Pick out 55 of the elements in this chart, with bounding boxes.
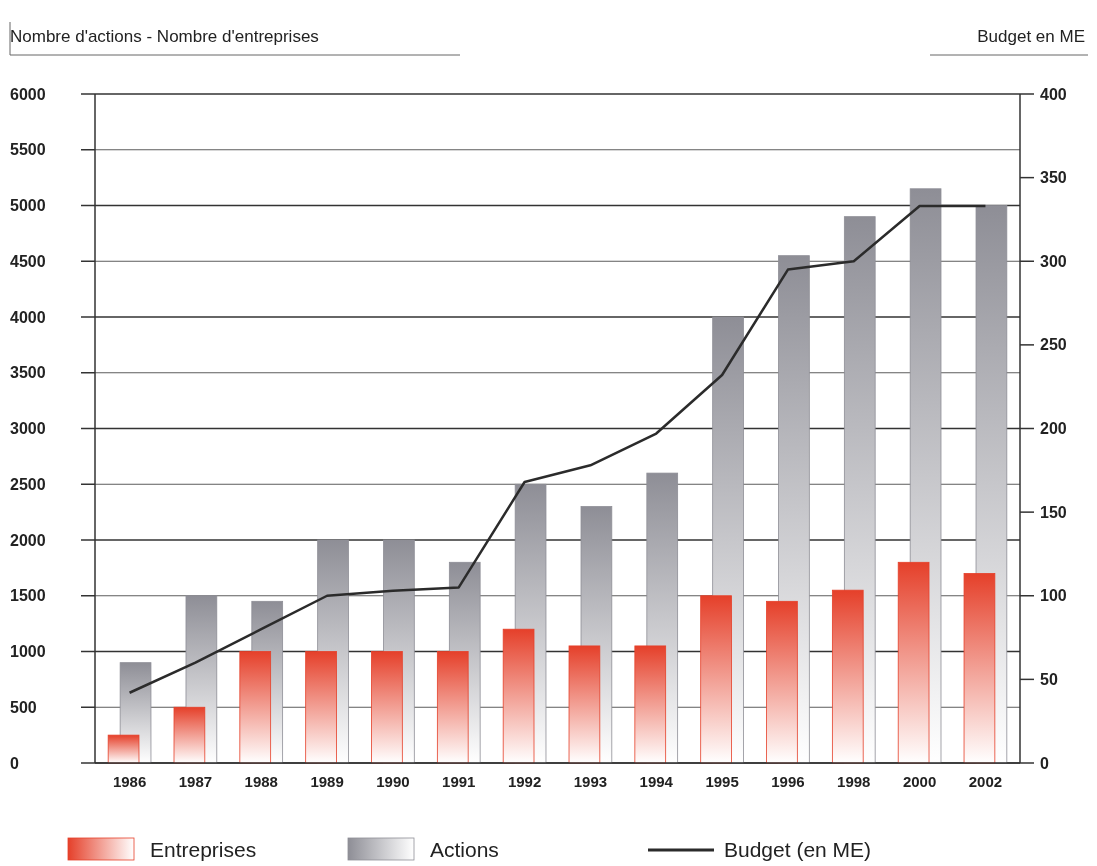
y-tick-label: 4500 [10,252,46,270]
bar [700,595,732,764]
y-tick-label: 3000 [10,420,46,438]
x-tick-label: 1994 [639,773,674,790]
y2-tick-label: 100 [1040,587,1067,605]
x-tick-label: 1993 [573,773,608,790]
y-tick-label: 5500 [10,141,46,159]
y-tick-label: 0 [10,754,19,772]
y2-tick-label: 400 [1040,85,1067,103]
x-tick-label: 2002 [968,773,1003,790]
bar [239,651,272,764]
x-tick-label: 1996 [771,773,805,790]
x-tick-label: 1986 [112,773,147,790]
y-tick-label: 1000 [10,643,46,661]
y2-tick-label: 150 [1040,503,1067,521]
bar [568,645,601,764]
y-tick-label: 4000 [10,308,46,326]
x-tick-label: 2000 [902,773,937,790]
bar [963,573,996,764]
x-tick-label: 1989 [310,773,344,790]
bar [371,651,403,764]
x-tick-label: 1988 [244,773,278,790]
y2-tick-label: 250 [1040,336,1067,354]
y-tick-label: 2500 [10,475,46,493]
y2-tick-label: 200 [1040,420,1067,438]
bar [634,645,667,764]
y2-axis-title: Budget en ME [977,27,1085,46]
bar [173,706,206,764]
y-tick-label: 5000 [10,197,46,215]
bar [107,734,140,764]
y2-tick-label: 300 [1040,252,1067,270]
bar [831,589,864,764]
x-tick-label: 1995 [705,773,739,790]
x-tick-label: 1992 [507,773,542,790]
y2-tick-label: 350 [1040,169,1067,187]
legend-label: Actions [430,838,499,862]
bar [305,651,337,764]
y-tick-label: 500 [10,698,37,716]
legend-label: Budget (en ME) [724,838,872,862]
legend-label: Entreprises [150,838,257,862]
y-tick-label: 1500 [10,587,46,605]
y2-tick-label: 50 [1040,670,1058,688]
y-axis-title: Nombre d'actions - Nombre d'entreprises [10,27,319,46]
y-tick-label: 3500 [10,364,46,382]
x-tick-label: 1990 [376,773,410,790]
x-tick-label: 1991 [442,773,476,790]
bar [436,651,469,764]
y-tick-label: 6000 [10,85,46,103]
y-tick-label: 2000 [10,531,46,549]
bar [766,600,798,764]
bar [502,628,535,764]
bar [897,561,930,764]
x-tick-label: 1987 [178,773,213,790]
x-tick-label: 1998 [837,773,871,790]
y2-tick-label: 0 [1040,754,1049,772]
